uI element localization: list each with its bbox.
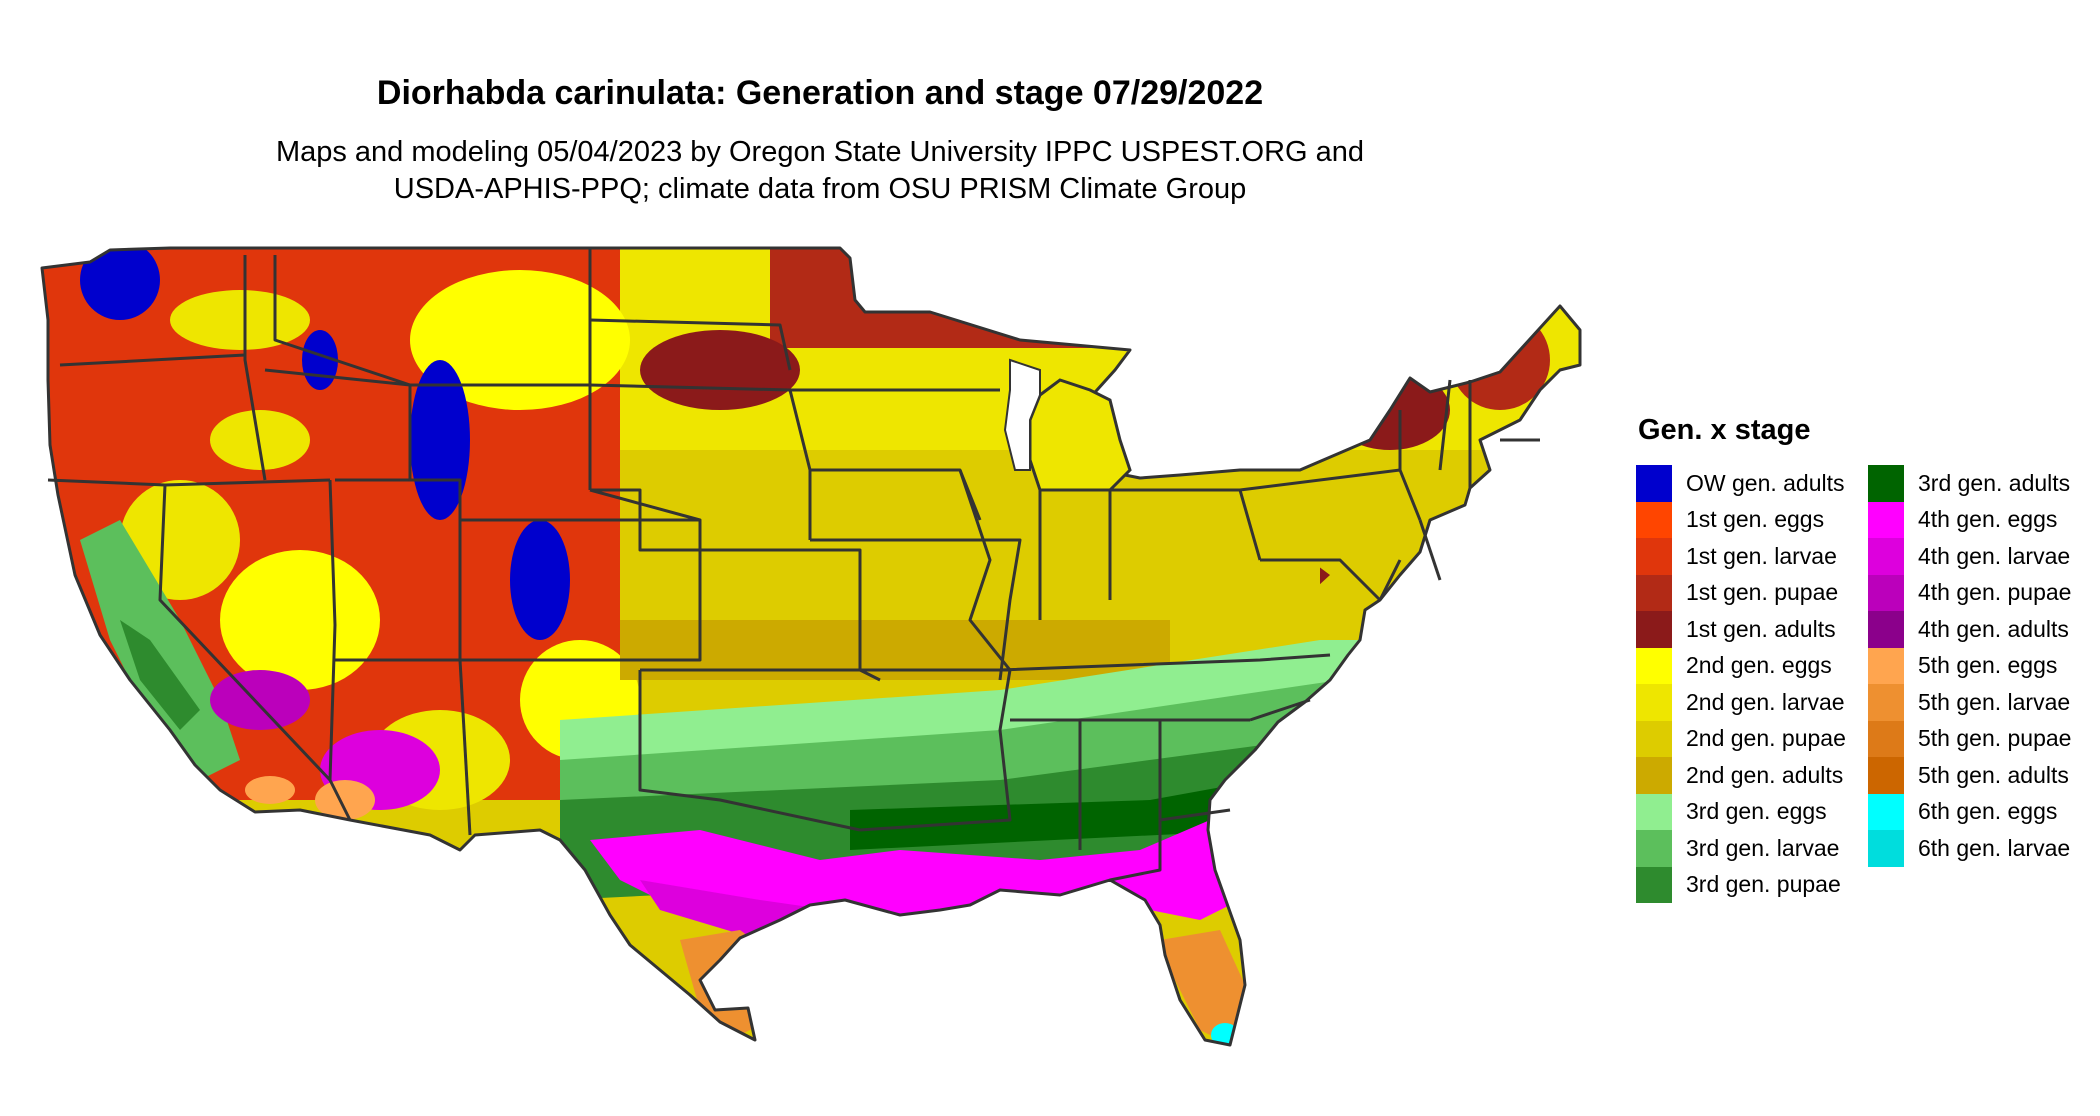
subtitle-line-2: USDA-APHIS-PPQ; climate data from OSU PR… [393,173,1247,205]
legend-swatch [1868,684,1904,721]
michigan-peninsula [1028,378,1132,492]
legend-item: 5th gen. pupae [1868,720,2096,757]
legend-label: 1st gen. larvae [1686,542,1837,569]
legend-item: 1st gen. eggs [1636,501,1868,538]
legend-item: 1st gen. adults [1636,611,1868,648]
legend-item: 1st gen. larvae [1636,538,1868,575]
legend-swatch [1636,866,1672,903]
legend-item: 4th gen. larvae [1868,538,2096,575]
legend-swatch [1868,647,1904,684]
legend-swatch [1868,574,1904,611]
legend-label: 6th gen. eggs [1918,798,2058,825]
legend-title: Gen. x stage [1638,414,1811,446]
legend-label: 4th gen. pupae [1918,579,2072,606]
legend-swatch [1868,830,1904,867]
subtitle-line-1: Maps and modeling 05/04/2023 by Oregon S… [275,136,1365,168]
legend-swatch [1868,501,1904,538]
legend-swatch [1636,684,1672,721]
legend-item: 4th gen. pupae [1868,574,2096,611]
legend-item: 2nd gen. pupae [1636,720,1868,757]
legend-swatch [1636,501,1672,538]
legend-item: 5th gen. larvae [1868,684,2096,721]
legend-swatch [1636,830,1672,867]
legend-item: 3rd gen. pupae [1636,866,1868,903]
legend-swatch [1868,757,1904,794]
legend-swatch [1868,720,1904,757]
legend-label: 2nd gen. adults [1686,761,1844,788]
legend-label: 3rd gen. pupae [1686,871,1841,898]
legend-label: 1st gen. pupae [1686,579,1839,606]
legend-label: 1st gen. eggs [1686,506,1825,533]
legend-label: 4th gen. adults [1918,615,2069,642]
legend-label: 4th gen. eggs [1918,506,2058,533]
legend-label: 3rd gen. adults [1918,469,2071,496]
legend-swatch [1636,611,1672,648]
legend-label: 6th gen. larvae [1918,834,2071,861]
legend-label: 5th gen. eggs [1918,652,2058,679]
legend-label: 2nd gen. larvae [1686,688,1845,715]
legend-item: 1st gen. pupae [1636,574,1868,611]
legend-swatch [1636,574,1672,611]
legend-swatch [1868,611,1904,648]
legend-item: 3rd gen. adults [1868,465,2096,502]
legend-swatch [1868,793,1904,830]
legend-item: 6th gen. larvae [1868,830,2096,867]
legend-item: 5th gen. eggs [1868,647,2096,684]
legend-item: 5th gen. adults [1868,757,2096,794]
legend-item: 4th gen. eggs [1868,501,2096,538]
lake-michigan [1003,358,1041,471]
us-generation-map [40,246,1582,1047]
legend-label: 4th gen. larvae [1918,542,2071,569]
legend-item: 3rd gen. eggs [1636,793,1868,830]
legend-label: 5th gen. pupae [1918,725,2072,752]
legend-label: 5th gen. adults [1918,761,2069,788]
legend-swatch [1868,465,1904,502]
legend-swatch [1636,538,1672,575]
legend-label: 1st gen. adults [1686,615,1836,642]
legend-item: OW gen. adults [1636,465,1868,502]
legend-item: 2nd gen. eggs [1636,647,1868,684]
map-title: Diorhabda carinulata: Generation and sta… [376,74,1264,112]
legend-item: 3rd gen. larvae [1636,830,1868,867]
legend-item: 4th gen. adults [1868,611,2096,648]
legend-label: 2nd gen. eggs [1686,652,1832,679]
legend-swatch [1636,647,1672,684]
state-borders [40,246,1582,1047]
legend-swatch [1868,538,1904,575]
legend-swatch [1636,793,1672,830]
legend-label: 3rd gen. larvae [1686,834,1840,861]
legend-item: 6th gen. eggs [1868,793,2096,830]
legend-label: 5th gen. larvae [1918,688,2071,715]
legend-label: OW gen. adults [1686,469,1845,496]
legend-swatch [1636,465,1672,502]
legend-item: 2nd gen. larvae [1636,684,1868,721]
legend: Gen. x stage OW gen. adults 1st gen. eggs… [1636,414,2096,903]
legend-item: 2nd gen. adults [1636,757,1868,794]
legend-label: 3rd gen. eggs [1686,798,1827,825]
legend-label: 2nd gen. pupae [1686,725,1846,752]
legend-items: OW gen. adults 1st gen. eggs 1st gen. larv… [1636,465,2096,903]
map-subtitle: Maps and modeling 05/04/2023 by Oregon S… [0,134,1640,208]
legend-swatch [1636,757,1672,794]
legend-swatch [1636,720,1672,757]
